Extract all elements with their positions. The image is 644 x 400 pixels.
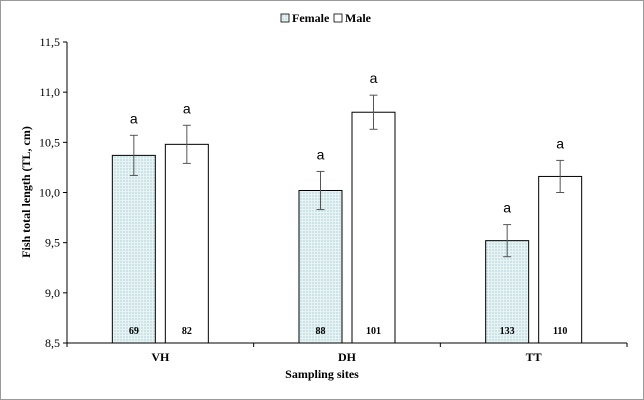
y-tick-label: 9,0 [45,286,60,300]
y-tick-label: 11,5 [39,35,60,49]
significance-label: a [317,146,325,162]
bar-female-vh [111,154,156,344]
sample-count-label: 101 [366,326,381,337]
y-axis-label: Fish total length (TL, cm) [19,126,33,258]
sample-count-label: 69 [129,326,139,337]
significance-label: a [556,135,564,151]
legend-swatch-male [333,13,343,23]
x-axis-label: Sampling sites [285,367,359,381]
x-ticks: VH DH TT [66,343,628,364]
significance-label: a [183,100,191,116]
x-tick-label: DH [338,350,357,364]
significance-label: a [503,200,511,216]
bar-female-dh [298,189,343,344]
legend-label-male: Male [345,11,372,25]
bar-male-dh [351,111,396,344]
sample-count-label: 88 [316,326,326,337]
bar-female-tt [485,240,530,344]
bars: a 69 a 82 a 88 a 101 a 133 a 110 [111,70,583,344]
bar-male-tt [538,175,583,344]
x-tick-label: VH [151,350,170,364]
y-tick-label: 9,5 [45,236,60,250]
y-tick-label: 10,5 [39,135,60,149]
significance-label: a [130,110,138,126]
y-ticks: 8,5 9,0 9,5 10,0 10,5 11,0 11,5 [39,35,67,350]
y-tick-label: 10,0 [39,186,60,200]
legend: Female Male [280,11,372,25]
y-tick-label: 8,5 [45,336,60,350]
sample-count-label: 110 [553,326,567,337]
sample-count-label: 82 [182,326,192,337]
y-tick-label: 11,0 [39,85,60,99]
legend-label-female: Female [292,11,330,25]
bar-male-vh [164,143,209,344]
significance-label: a [370,70,378,86]
sample-count-label: 133 [500,326,515,337]
legend-swatch-female [280,13,290,23]
x-tick-label: TT [526,350,542,364]
